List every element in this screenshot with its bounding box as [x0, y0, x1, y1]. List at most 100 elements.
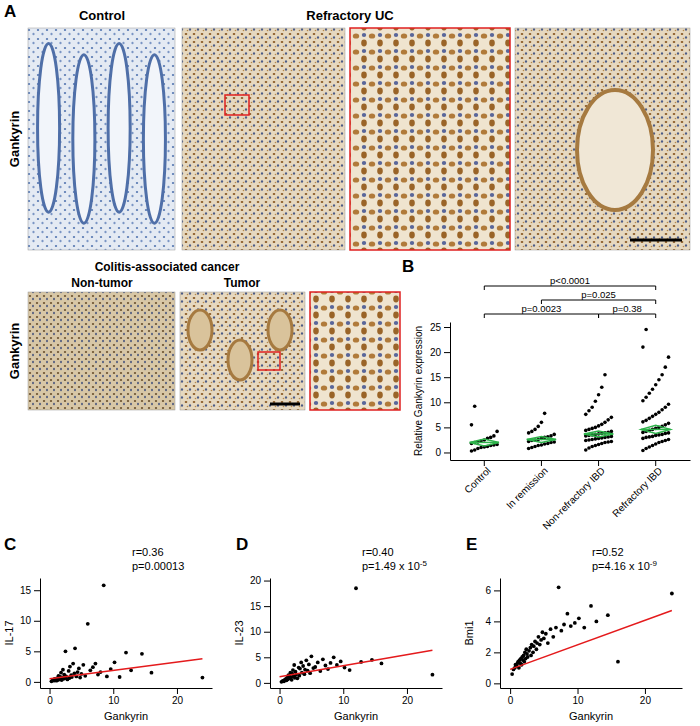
data-point	[535, 647, 539, 651]
image-non-tumor	[28, 292, 175, 410]
data-point	[590, 427, 594, 431]
x-tick-label: Control	[462, 465, 493, 496]
y-tick-label: 20	[250, 575, 262, 586]
plot-area	[470, 328, 671, 453]
data-point	[603, 421, 607, 425]
mean-line	[584, 433, 613, 435]
y-tick-mark	[444, 327, 450, 328]
y-tick-label: 4	[485, 616, 491, 627]
x-tick-label: 10	[338, 695, 350, 706]
data-point	[551, 635, 555, 639]
data-point	[644, 328, 648, 332]
y-tick-label: 15	[250, 601, 262, 612]
zoom-box	[225, 95, 249, 115]
y-axis-line	[450, 323, 451, 461]
chart-b: B0510152025ControlIn remissionNon-refrac…	[402, 257, 691, 532]
y-tick: 10	[430, 397, 450, 408]
x-tick-mark	[177, 688, 178, 694]
data-point	[380, 662, 384, 666]
data-point	[530, 430, 534, 434]
x-axis-line	[451, 460, 691, 461]
scale-bar	[630, 239, 682, 242]
y-tick: 10	[250, 626, 270, 637]
plot-area	[280, 586, 435, 683]
x-tick-label: 0	[277, 695, 283, 706]
crypt	[108, 44, 130, 213]
data-point	[492, 434, 496, 438]
data-point	[201, 676, 205, 680]
data-point	[541, 630, 545, 634]
data-point	[533, 445, 537, 449]
data-point	[644, 395, 648, 399]
y-tick-label: 10	[20, 615, 32, 626]
x-tick: 0	[508, 688, 514, 706]
data-point	[573, 621, 577, 625]
y-tick-label: 2	[485, 647, 491, 658]
data-point	[290, 678, 294, 682]
y-tick-mark	[34, 651, 40, 652]
data-point	[150, 671, 154, 675]
significance-bracket	[484, 314, 598, 318]
data-point	[64, 649, 68, 653]
image-zoom	[350, 28, 510, 250]
data-point	[292, 663, 296, 667]
data-point	[113, 660, 117, 664]
data-point	[648, 445, 652, 449]
data-point	[473, 405, 477, 409]
data-point	[610, 440, 614, 444]
regression-line	[50, 659, 203, 679]
y-tick-mark	[34, 621, 40, 622]
y-tick-label: 0	[435, 447, 441, 458]
x-tick-mark	[280, 688, 281, 694]
x-axis: 01020	[271, 688, 443, 706]
data-point	[431, 673, 435, 677]
image-refractory-crypt	[515, 28, 690, 250]
panel-label: E	[466, 535, 477, 554]
y-tick: 6	[485, 585, 500, 596]
data-point	[543, 412, 547, 416]
chart-d: D0102005101520GankyrinIL-23r=0.40p=1.49 …	[233, 535, 443, 722]
data-point	[664, 423, 668, 427]
x-axis-line	[271, 688, 443, 689]
panel-label: A	[4, 2, 16, 21]
data-point	[641, 431, 645, 435]
x-tick: 20	[172, 688, 184, 706]
data-point	[651, 435, 655, 439]
x-tick-label: 20	[640, 695, 652, 706]
y-tick-label: 10	[430, 397, 442, 408]
data-point	[316, 661, 320, 665]
r-value: r=0.40	[362, 546, 394, 558]
x-tick: 20	[640, 688, 652, 706]
chart-e: E010200246GankyrinBmi1r=0.52p=4.16 x 10-…	[463, 535, 683, 722]
data-point	[544, 632, 548, 636]
row-label: Gankyrin	[7, 111, 22, 167]
image-tumor	[180, 292, 305, 410]
panel-label: D	[236, 535, 248, 554]
data-point	[657, 378, 661, 382]
x-tick-mark	[510, 688, 511, 694]
y-axis-line	[500, 579, 501, 689]
data-point	[536, 425, 540, 429]
data-point	[526, 655, 530, 659]
p-value-label: p=0.38	[612, 303, 641, 314]
data-point	[610, 416, 614, 420]
data-point	[597, 393, 601, 397]
data-point	[552, 433, 556, 437]
image-refractory	[182, 28, 345, 250]
y-tick: 0	[25, 677, 40, 688]
x-axis: 01020	[41, 688, 213, 706]
panel-label: B	[402, 257, 414, 276]
data-point	[664, 365, 668, 369]
data-point	[118, 675, 122, 679]
y-axis-line	[270, 579, 271, 689]
y-tick: 20	[430, 347, 450, 358]
data-point	[584, 439, 588, 443]
data-point	[606, 613, 610, 617]
data-point	[600, 423, 604, 427]
data-point	[67, 669, 71, 673]
data-point	[641, 437, 645, 441]
p-value-text: p=0.00013	[132, 560, 184, 572]
data-point	[554, 626, 558, 630]
data-point	[603, 441, 607, 445]
data-point	[470, 423, 474, 427]
